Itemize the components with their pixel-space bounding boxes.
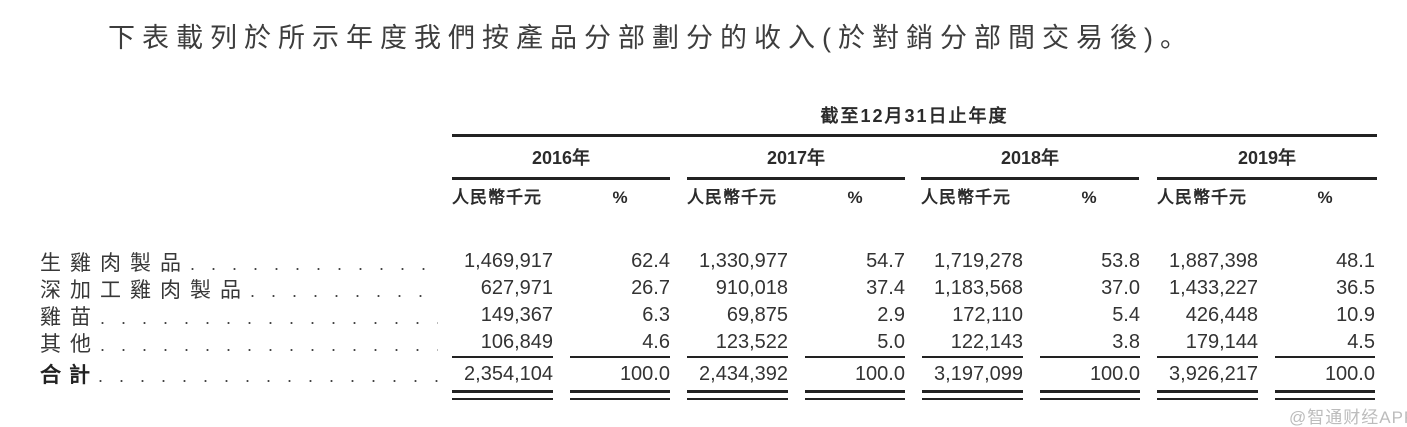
percent-header: % xyxy=(612,188,628,207)
total-percent-cell: 100.0 xyxy=(854,362,905,385)
unit-header: 人民幣千元 xyxy=(687,188,777,207)
value-cell: 1,887,398 xyxy=(1169,250,1258,272)
percent-cell: 26.7 xyxy=(631,277,670,299)
value-cell: 627,971 xyxy=(480,277,553,299)
watermark: @智通财经APP xyxy=(1289,408,1407,427)
row-label: 合計 xyxy=(40,364,98,387)
percent-header: % xyxy=(1317,188,1333,207)
percent-cell: 54.7 xyxy=(866,250,905,272)
year-underline xyxy=(921,177,1139,180)
table-body: 生雞肉製品 1,469,917 62.4 1,330,977 54.7 1,71… xyxy=(40,248,1377,400)
table-header: 截至12月31日止年度 2016年 人民幣千元 % 2017年 人民幣千元 % … xyxy=(452,97,1377,217)
total-percent-cell: 100.0 xyxy=(619,362,670,385)
value-cell: 123,522 xyxy=(715,331,788,353)
value-cell: 172,110 xyxy=(952,304,1023,326)
year-group-2018: 2018年 人民幣千元 % xyxy=(921,147,1139,208)
row-label: 深加工雞肉製品 xyxy=(40,278,250,302)
year-group-2016: 2016年 人民幣千元 % xyxy=(452,147,670,208)
value-cell: 1,183,568 xyxy=(934,277,1023,299)
period-header: 截至12月31日止年度 xyxy=(820,106,1009,126)
percent-header: % xyxy=(1081,188,1097,207)
unit-header: 人民幣千元 xyxy=(1157,188,1247,207)
year-header: 2018年 xyxy=(1000,148,1060,168)
percent-cell: 5.4 xyxy=(1112,304,1140,326)
percent-cell: 62.4 xyxy=(631,250,670,272)
year-group-2019: 2019年 人民幣千元 % xyxy=(1157,147,1377,208)
value-cell: 910,018 xyxy=(715,277,788,299)
subtotal-rule xyxy=(40,356,1377,358)
percent-cell: 6.3 xyxy=(642,304,670,326)
total-value-cell: 2,434,392 xyxy=(699,362,788,385)
value-cell: 106,849 xyxy=(480,331,553,353)
value-cell: 1,330,977 xyxy=(699,250,788,272)
year-group-2017: 2017年 人民幣千元 % xyxy=(687,147,905,208)
table-row-chicks: 雞苗 149,367 6.3 69,875 2.9 172,110 5.4 42… xyxy=(40,302,1377,329)
total-percent-cell: 100.0 xyxy=(1324,362,1375,385)
dot-leader xyxy=(190,254,438,275)
table-row-processed-chicken: 深加工雞肉製品 627,971 26.7 910,018 37.4 1,183,… xyxy=(40,275,1377,302)
value-cell: 149,367 xyxy=(480,304,553,326)
total-double-rule xyxy=(40,390,1377,400)
year-underline xyxy=(687,177,905,180)
year-header: 2016年 xyxy=(531,148,591,168)
table-row-total: 合計 2,354,104 100.0 2,434,392 100.0 3,197… xyxy=(40,358,1377,390)
year-header: 2017年 xyxy=(766,148,826,168)
percent-cell: 4.6 xyxy=(642,331,670,353)
table-top-rule xyxy=(452,134,1377,137)
unit-header: 人民幣千元 xyxy=(921,188,1011,207)
total-percent-cell: 100.0 xyxy=(1089,362,1140,385)
percent-cell: 10.9 xyxy=(1336,304,1375,326)
percent-cell: 37.0 xyxy=(1101,277,1140,299)
table-row-raw-chicken: 生雞肉製品 1,469,917 62.4 1,330,977 54.7 1,71… xyxy=(40,248,1377,275)
dot-leader xyxy=(100,308,438,329)
percent-cell: 3.8 xyxy=(1112,331,1140,353)
dot-leader xyxy=(98,366,438,387)
value-cell: 69,875 xyxy=(726,304,788,326)
row-label: 雞苗 xyxy=(40,305,100,329)
dot-leader xyxy=(100,335,438,356)
percent-header: % xyxy=(847,188,863,207)
percent-cell: 4.5 xyxy=(1347,331,1375,353)
percent-cell: 37.4 xyxy=(866,277,905,299)
percent-cell: 5.0 xyxy=(877,331,905,353)
percent-cell: 2.9 xyxy=(877,304,905,326)
year-underline xyxy=(1157,177,1377,180)
total-value-cell: 3,926,217 xyxy=(1169,362,1258,385)
percent-cell: 53.8 xyxy=(1101,250,1140,272)
value-cell: 1,469,917 xyxy=(464,250,553,272)
row-label: 其他 xyxy=(40,332,100,356)
year-header: 2019年 xyxy=(1237,148,1297,168)
total-value-cell: 2,354,104 xyxy=(464,362,553,385)
total-value-cell: 3,197,099 xyxy=(934,362,1023,385)
row-label: 生雞肉製品 xyxy=(40,251,190,275)
value-cell: 1,433,227 xyxy=(1169,277,1258,299)
year-underline xyxy=(452,177,670,180)
value-cell: 426,448 xyxy=(1185,304,1258,326)
percent-cell: 48.1 xyxy=(1336,250,1375,272)
dot-leader xyxy=(250,281,438,302)
value-cell: 1,719,278 xyxy=(934,250,1023,272)
value-cell: 122,143 xyxy=(950,331,1023,353)
unit-header: 人民幣千元 xyxy=(452,188,542,207)
intro-sentence: 下表載列於所示年度我們按產品分部劃分的收入(於對銷分部間交易後)。 xyxy=(108,23,1194,53)
table-row-others: 其他 106,849 4.6 123,522 5.0 122,143 3.8 1… xyxy=(40,329,1377,356)
percent-cell: 36.5 xyxy=(1336,277,1375,299)
value-cell: 179,144 xyxy=(1185,331,1258,353)
